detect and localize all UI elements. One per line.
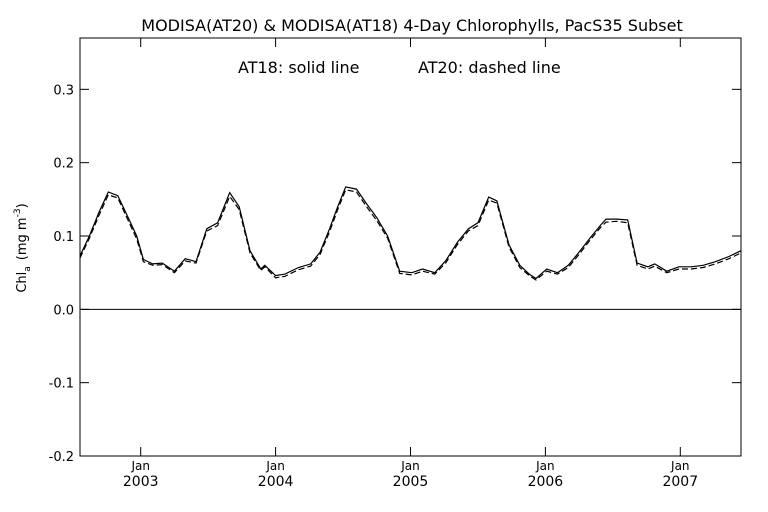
x-tick-month-label: Jan <box>670 459 690 473</box>
series-line-at18 <box>79 186 742 280</box>
x-tick-year-label: 2007 <box>662 474 698 490</box>
y-tick-label: 0.1 <box>53 230 74 245</box>
y-axis-label-units: (mg m <box>15 217 30 260</box>
x-tick-month-label: Jan <box>400 459 420 473</box>
annotation-at20: AT20: dashed line <box>418 58 561 77</box>
x-tick-month-label: Jan <box>265 459 285 473</box>
x-tick-year-label: 2004 <box>258 474 294 490</box>
y-tick-label: 0.3 <box>53 83 74 98</box>
y-tick-label: -0.2 <box>49 450 74 465</box>
x-tick-month-label: Jan <box>130 459 150 473</box>
y-axis-label-close: ) <box>15 203 30 208</box>
x-tick-year-label: 2005 <box>393 474 429 490</box>
y-tick-label: 0.0 <box>53 303 74 318</box>
x-tick-month-label: Jan <box>535 459 555 473</box>
y-tick-label: -0.1 <box>49 377 74 392</box>
x-tick-year-label: 2003 <box>123 474 159 490</box>
chart-title: MODISA(AT20) & MODISA(AT18) 4-Day Chloro… <box>141 16 682 35</box>
x-tick-year-label: 2006 <box>528 474 564 490</box>
y-axis-label-subscript: a <box>23 266 33 272</box>
y-axis-label: Chla (mg m-3) <box>13 203 33 292</box>
y-axis-label-main: Chl <box>15 272 30 293</box>
annotation-at18: AT18: solid line <box>238 58 359 77</box>
y-tick-label: 0.2 <box>53 157 74 172</box>
y-axis-label-superscript: -3 <box>13 208 23 217</box>
series-line-at20 <box>79 189 742 281</box>
plot-area <box>79 37 742 457</box>
